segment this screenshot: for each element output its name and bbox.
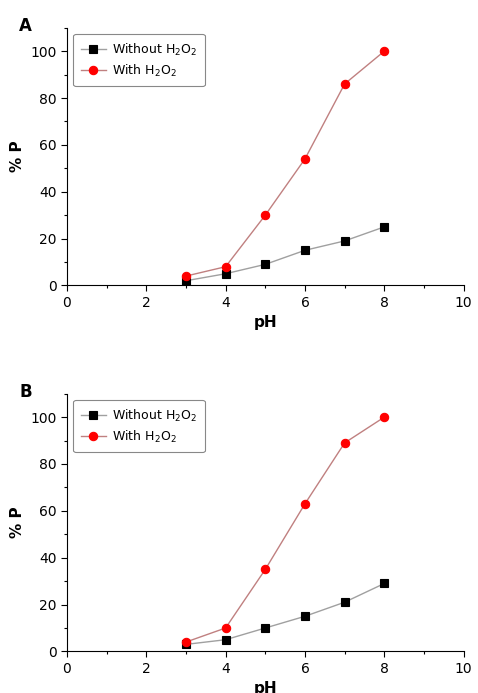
With H$_2$O$_2$ (183, 638, 189, 646)
Line: With H$_2$O$_2$: With H$_2$O$_2$ (182, 47, 389, 280)
With H$_2$O$_2$ (302, 500, 308, 508)
Line: With H$_2$O$_2$: With H$_2$O$_2$ (182, 413, 389, 646)
With H$_2$O$_2$ (342, 439, 348, 447)
Without H$_2$O$_2$ (183, 277, 189, 285)
Line: Without H$_2$O$_2$: Without H$_2$O$_2$ (182, 579, 389, 649)
X-axis label: pH: pH (253, 681, 277, 693)
Without H$_2$O$_2$ (262, 260, 268, 268)
Legend: Without H$_2$O$_2$, With H$_2$O$_2$: Without H$_2$O$_2$, With H$_2$O$_2$ (73, 400, 205, 452)
With H$_2$O$_2$ (381, 47, 387, 55)
With H$_2$O$_2$ (302, 155, 308, 163)
With H$_2$O$_2$ (223, 624, 228, 632)
Y-axis label: % P: % P (10, 141, 24, 173)
Without H$_2$O$_2$ (223, 635, 228, 644)
Without H$_2$O$_2$ (342, 237, 348, 245)
Legend: Without H$_2$O$_2$, With H$_2$O$_2$: Without H$_2$O$_2$, With H$_2$O$_2$ (73, 34, 205, 86)
Without H$_2$O$_2$ (342, 598, 348, 606)
With H$_2$O$_2$ (342, 80, 348, 88)
Text: A: A (19, 17, 32, 35)
Without H$_2$O$_2$ (302, 246, 308, 254)
Without H$_2$O$_2$ (381, 579, 387, 588)
With H$_2$O$_2$ (262, 211, 268, 219)
With H$_2$O$_2$ (262, 565, 268, 574)
Y-axis label: % P: % P (10, 507, 24, 538)
Without H$_2$O$_2$ (262, 624, 268, 632)
With H$_2$O$_2$ (381, 413, 387, 421)
With H$_2$O$_2$ (183, 272, 189, 280)
Without H$_2$O$_2$ (183, 640, 189, 649)
Without H$_2$O$_2$ (381, 222, 387, 231)
Text: B: B (19, 383, 32, 401)
X-axis label: pH: pH (253, 315, 277, 331)
Without H$_2$O$_2$ (302, 612, 308, 620)
With H$_2$O$_2$ (223, 263, 228, 271)
Line: Without H$_2$O$_2$: Without H$_2$O$_2$ (182, 222, 389, 285)
Without H$_2$O$_2$ (223, 270, 228, 278)
